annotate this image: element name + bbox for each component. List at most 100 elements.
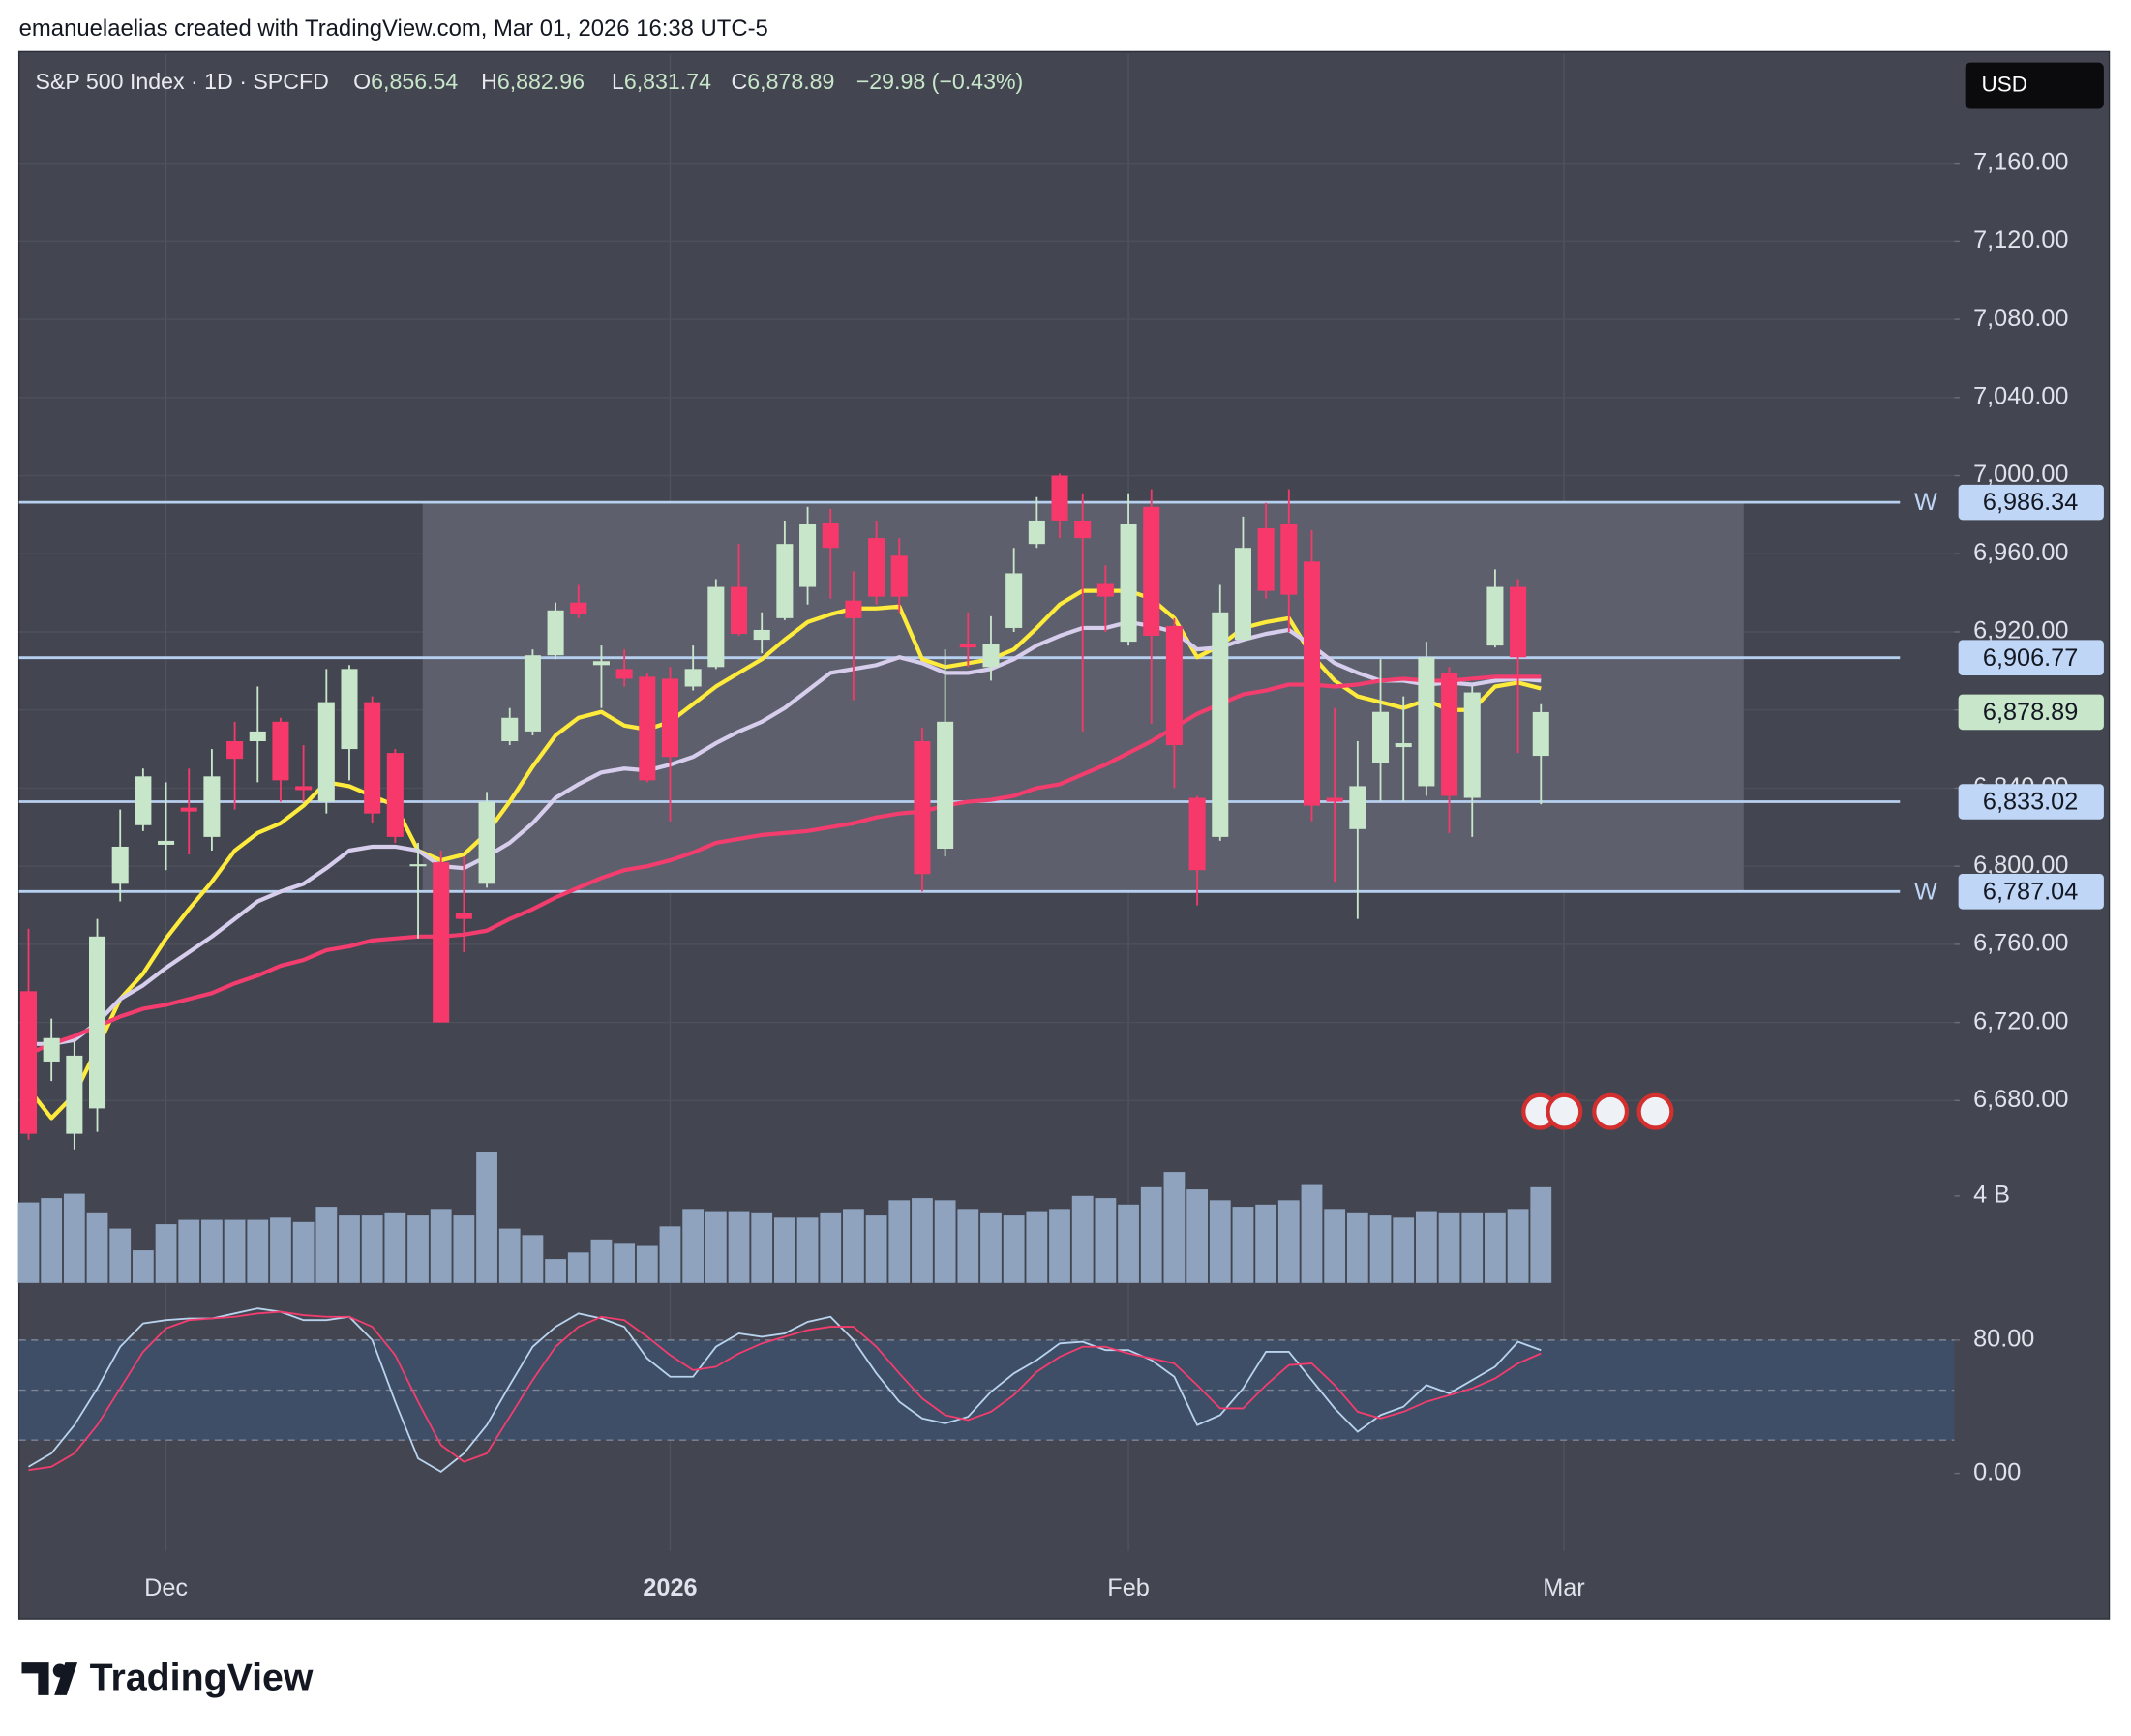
- last-price-box: [1958, 694, 2104, 731]
- candle-body: [1463, 692, 1481, 798]
- legend-field: O: [353, 69, 371, 94]
- legend-field: H: [481, 69, 497, 94]
- volume-bar: [1071, 1195, 1094, 1283]
- stoch-tick-label: 80.00: [1973, 1326, 2034, 1353]
- candle-body: [409, 864, 427, 867]
- candle-body: [1096, 583, 1114, 597]
- volume-bar: [1118, 1204, 1139, 1283]
- legend-value: 6,856.54: [371, 69, 458, 94]
- candle-body: [615, 669, 633, 679]
- volume-bar: [1485, 1212, 1506, 1283]
- y-tick-label: 7,000.00: [1973, 461, 2068, 488]
- candle-body: [272, 721, 289, 781]
- legend: S&P 500 Index · 1D · SPCFD O6,856.54 H6,…: [36, 69, 1024, 94]
- candle-body: [249, 731, 266, 741]
- candle-body: [639, 676, 656, 781]
- level-label: 6,787.04: [1983, 878, 2078, 905]
- volume-bar: [407, 1215, 429, 1283]
- currency-button[interactable]: [1965, 62, 2104, 109]
- candle-body: [1395, 743, 1412, 748]
- volume-bar: [820, 1212, 842, 1283]
- volume-bar: [1461, 1212, 1484, 1283]
- candle-body: [1418, 657, 1435, 787]
- volume-bar: [843, 1209, 864, 1283]
- y-tick-label: 6,680.00: [1973, 1086, 2068, 1113]
- event-flag[interactable]: [1546, 1092, 1583, 1130]
- volume-bar: [636, 1245, 658, 1283]
- volume-bar: [86, 1212, 108, 1283]
- candle-body: [226, 740, 244, 760]
- candle-body: [868, 538, 885, 597]
- candle-body: [295, 786, 313, 791]
- x-tick-label: Dec: [144, 1574, 188, 1601]
- candle-body: [1303, 561, 1321, 806]
- candle-body: [43, 1037, 60, 1062]
- candle-body: [730, 586, 748, 635]
- level-label-box: [1958, 640, 2104, 675]
- volume-bar: [1095, 1198, 1117, 1283]
- last-price-label: 6,878.89: [1983, 699, 2078, 726]
- volume-bar: [1346, 1212, 1368, 1283]
- event-flags[interactable]: [1521, 1092, 1674, 1130]
- candle-body: [1280, 524, 1298, 595]
- event-flag[interactable]: [1592, 1092, 1630, 1130]
- volume-bar: [476, 1152, 497, 1283]
- candle-body: [684, 669, 702, 687]
- volume-bar: [1049, 1209, 1070, 1283]
- candle-body: [914, 740, 931, 875]
- volume-bar: [705, 1211, 727, 1283]
- x-tick-label: Feb: [1107, 1574, 1150, 1601]
- volume-bar: [1438, 1212, 1460, 1283]
- volume-bar: [178, 1219, 200, 1283]
- candle-body: [19, 991, 38, 1134]
- candle-body: [1326, 797, 1343, 802]
- y-tick-label: 7,120.00: [1973, 226, 2068, 254]
- y-tick-label: 6,920.00: [1973, 617, 2068, 644]
- candle-body: [501, 717, 519, 741]
- volume-bar: [888, 1200, 911, 1283]
- volume-bar: [498, 1228, 521, 1283]
- legend-field: L: [612, 69, 624, 94]
- volume-bar: [682, 1209, 705, 1283]
- candle-body: [845, 600, 862, 618]
- volume-bar: [155, 1224, 177, 1283]
- legend-field: C: [732, 69, 748, 94]
- candle-body: [1349, 786, 1366, 829]
- candle-body: [592, 661, 610, 666]
- level-tag: W: [1914, 489, 1937, 516]
- candle-body: [1510, 586, 1527, 658]
- volume-bar: [728, 1211, 750, 1283]
- volume-bar: [41, 1198, 63, 1283]
- event-flag[interactable]: [1636, 1092, 1674, 1130]
- volume-bar: [1255, 1204, 1277, 1283]
- volume-bar: [934, 1200, 956, 1283]
- candle-body: [158, 840, 175, 845]
- volume-bar: [751, 1212, 773, 1283]
- level-label: 6,986.34: [1983, 489, 2078, 516]
- candle-body: [1120, 524, 1137, 643]
- candle-body: [433, 862, 450, 1023]
- candle-body: [1005, 573, 1023, 628]
- volume-bar: [1393, 1217, 1415, 1283]
- candle-body: [799, 524, 817, 587]
- volume-bar: [17, 1202, 40, 1283]
- volume-bar: [980, 1212, 1002, 1283]
- volume-bar: [361, 1215, 383, 1283]
- volume-bar: [1324, 1209, 1346, 1283]
- candle-body: [1051, 475, 1068, 521]
- volume-bar: [1186, 1189, 1208, 1283]
- volume-bar: [1163, 1172, 1186, 1283]
- candle-body: [890, 555, 908, 597]
- legend-symbol: S&P 500 Index · 1D · SPCFD: [36, 69, 329, 94]
- currency-label[interactable]: USD: [1982, 73, 2027, 97]
- candle-body: [317, 702, 335, 802]
- candle-body: [66, 1055, 83, 1134]
- y-tick-label: 7,040.00: [1973, 382, 2068, 409]
- candle-body: [386, 753, 404, 837]
- candle-body: [1074, 520, 1092, 539]
- candle-body: [753, 629, 770, 641]
- volume-bar: [1277, 1200, 1300, 1283]
- candle-body: [1212, 612, 1229, 837]
- candle-body: [959, 644, 976, 648]
